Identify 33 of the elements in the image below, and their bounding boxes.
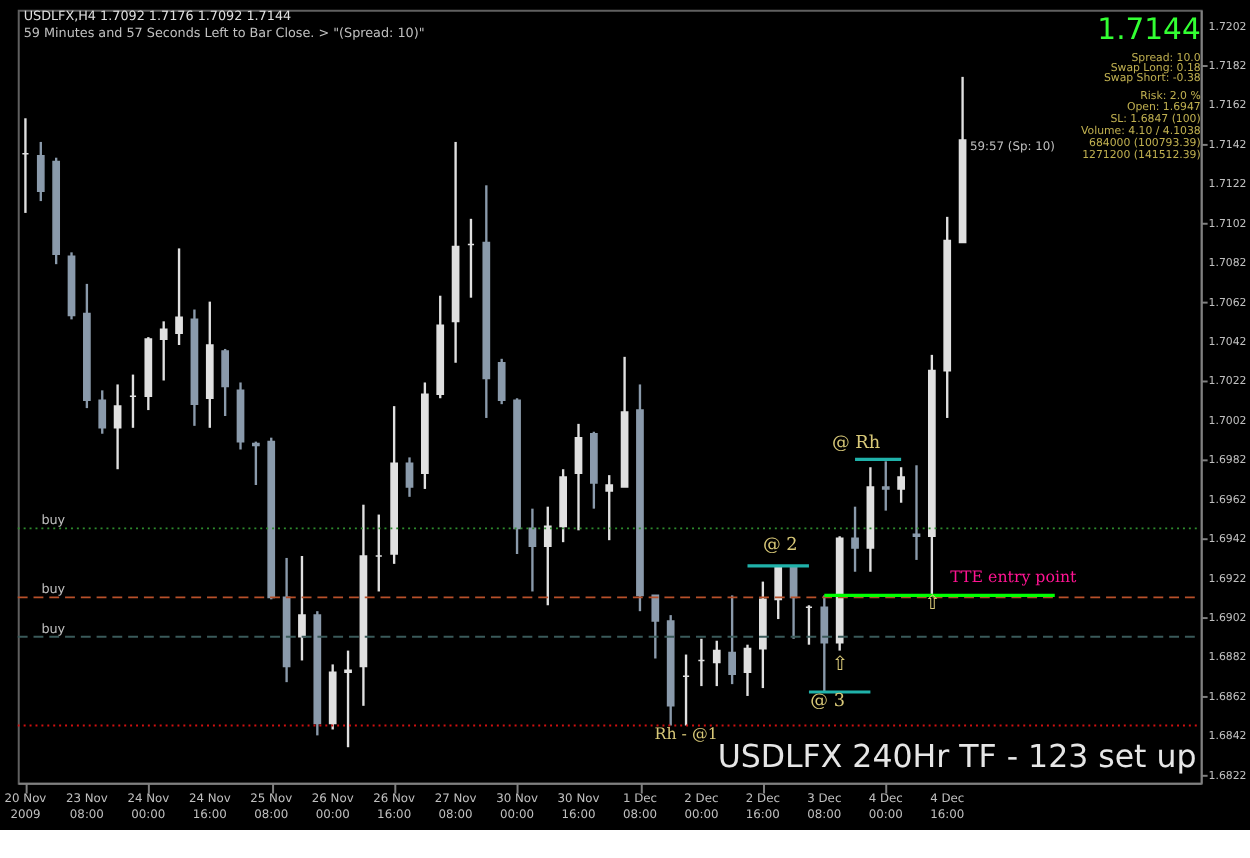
annotation: ⇧: [831, 654, 849, 677]
candlestick: [175, 247, 183, 347]
candlestick: [405, 456, 414, 499]
candlestick: [912, 464, 921, 562]
annotation: TTE entry point: [950, 567, 1079, 586]
candlestick: [159, 320, 168, 382]
candlestick: [113, 383, 122, 471]
candlestick: [298, 554, 306, 662]
candlestick: [897, 466, 905, 504]
candlestick: [252, 440, 260, 487]
candlestick: [98, 389, 107, 435]
candlestick: [574, 422, 583, 532]
candlestick: [221, 347, 230, 418]
candlestick: [774, 564, 783, 621]
candlestick: [743, 643, 752, 698]
annotation: 1.7144: [1097, 13, 1201, 48]
annotation: ⇧: [924, 593, 941, 616]
annotation: Rh - @1: [654, 725, 718, 744]
candlestick: [881, 460, 890, 512]
candlestick: [543, 505, 552, 607]
candlestick: [36, 140, 45, 203]
candlestick: [497, 357, 506, 406]
candlestick: [728, 594, 736, 686]
candlestick: [605, 473, 614, 542]
candlestick: [712, 639, 721, 688]
annotation: @ Rh: [832, 433, 881, 454]
candlestick: [820, 594, 829, 694]
annotation: USDLFX 240Hr TF - 123 set up: [717, 736, 1197, 775]
annotation: @ 2: [763, 536, 798, 557]
candlestick: [851, 505, 859, 573]
annotation: @ 3: [810, 691, 845, 712]
candlestick: [651, 594, 660, 660]
candlestick: [344, 649, 352, 749]
